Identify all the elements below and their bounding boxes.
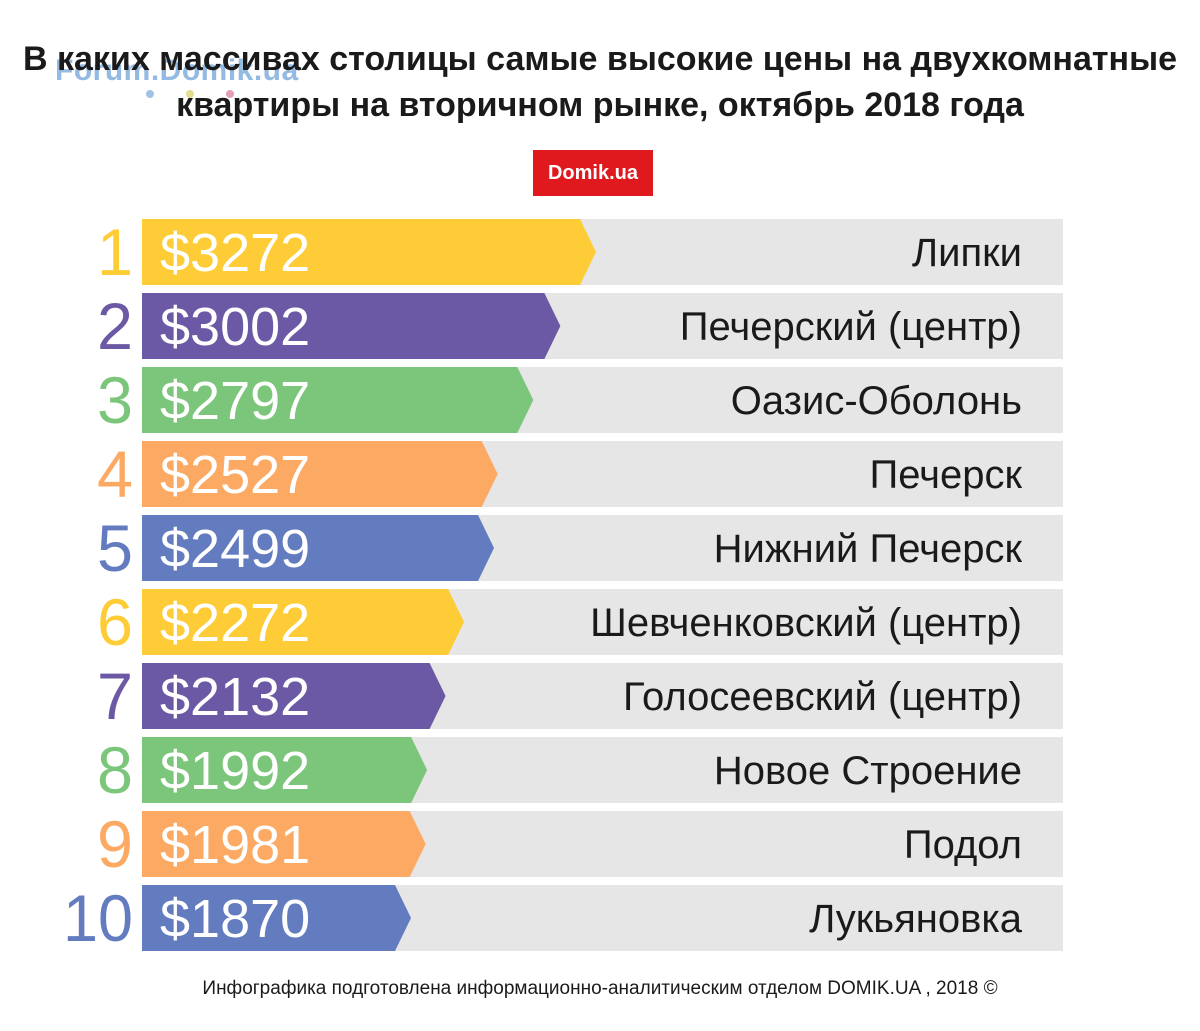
bar-row: 8 $1992 Новое Строение xyxy=(97,733,1063,807)
rank-number: 4 xyxy=(97,437,133,511)
bar-row: 6 $2272 Шевченковский (центр) xyxy=(97,585,1063,659)
district-label: Голосеевский (центр) xyxy=(623,675,1022,719)
bar-row: 4 $2527 Печерск xyxy=(97,437,1063,511)
district-label: Печерск xyxy=(870,453,1023,497)
bar xyxy=(142,589,465,655)
district-label: Печерский (центр) xyxy=(680,305,1022,349)
bar-row: 3 $2797 Оазис-Оболонь xyxy=(97,363,1063,437)
forum-watermark: Forum.Domik.ua xyxy=(55,54,299,87)
bar-row: 5 $2499 Нижний Печерск xyxy=(97,511,1063,585)
rank-number: 9 xyxy=(97,807,133,881)
value-label: $2132 xyxy=(160,667,310,727)
bar-row: 2 $3002 Печерский (центр) xyxy=(97,289,1063,363)
rank-number: 10 xyxy=(63,881,133,955)
value-label: $1870 xyxy=(160,889,310,949)
value-label: $2797 xyxy=(160,371,310,431)
district-label: Лукьяновка xyxy=(809,897,1023,941)
rank-number: 2 xyxy=(97,289,133,363)
bar xyxy=(142,293,561,359)
rank-number: 8 xyxy=(97,733,133,807)
bar xyxy=(142,441,498,507)
rank-number: 3 xyxy=(97,363,133,437)
footer-credit: Инфографика подготовлена информационно-а… xyxy=(202,978,998,999)
bar-row: 10 $1870 Лукьяновка xyxy=(63,881,1063,955)
bar xyxy=(142,737,428,803)
district-label: Подол xyxy=(904,823,1022,867)
district-label: Шевченковский (центр) xyxy=(590,601,1022,645)
bar xyxy=(142,663,446,729)
domik-logo-badge[interactable]: Domik.ua xyxy=(533,150,653,196)
rank-number: 5 xyxy=(97,511,133,585)
district-label: Липки xyxy=(912,231,1022,275)
value-label: $3002 xyxy=(160,297,310,357)
value-label: $1981 xyxy=(160,815,310,875)
bar xyxy=(142,367,534,433)
rank-number: 6 xyxy=(97,585,133,659)
bar-row: 9 $1981 Подол xyxy=(97,807,1063,881)
bar xyxy=(142,219,596,285)
bar xyxy=(142,885,411,951)
bar xyxy=(142,515,494,581)
chart-title: В каких массивах столицы самые высокие ц… xyxy=(0,36,1200,128)
value-label: $2272 xyxy=(160,593,310,653)
watermark-dot-2 xyxy=(186,90,194,98)
watermark-dot-1 xyxy=(146,90,154,98)
rank-number: 7 xyxy=(97,659,133,733)
district-label: Оазис-Оболонь xyxy=(731,379,1022,423)
rank-number: 1 xyxy=(97,215,133,289)
bar-row: 1 $3272 Липки xyxy=(97,215,1063,289)
value-label: $1992 xyxy=(160,741,310,801)
watermark-dot-3 xyxy=(226,90,234,98)
bar xyxy=(142,811,426,877)
value-label: $2499 xyxy=(160,519,310,579)
value-label: $3272 xyxy=(160,223,310,283)
district-label: Новое Строение xyxy=(714,749,1022,793)
watermark-dots xyxy=(146,90,246,98)
value-label: $2527 xyxy=(160,445,310,505)
chart-title-line1: В каких массивах столицы самые высокие ц… xyxy=(22,40,1178,78)
district-label: Нижний Печерск xyxy=(714,527,1023,571)
bar-row: 7 $2132 Голосеевский (центр) xyxy=(97,659,1063,733)
chart-title-line2: квартиры на вторичном рынке, октябрь 201… xyxy=(176,86,1024,124)
